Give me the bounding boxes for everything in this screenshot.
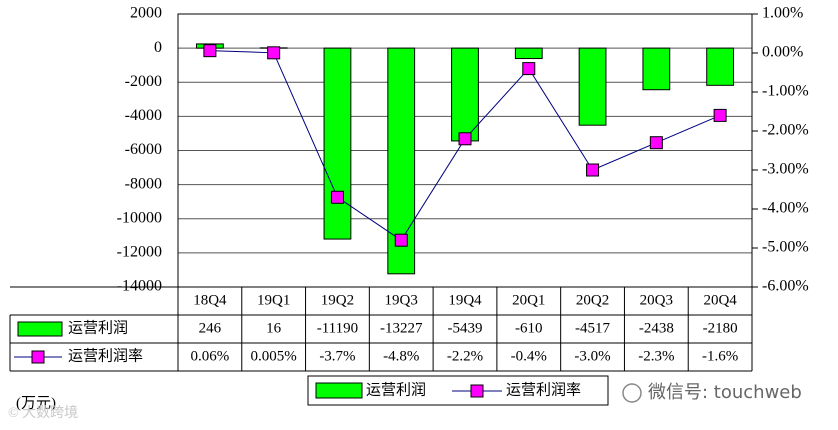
- category-label: 19Q3: [385, 292, 418, 308]
- y-tick-label: -4000: [125, 107, 162, 124]
- table-value: 0.005%: [251, 348, 297, 364]
- table-value: -4.8%: [383, 348, 419, 364]
- watermark: 微信号: touchweb: [648, 382, 802, 403]
- y2-tick-label: -6.00%: [762, 278, 809, 295]
- y-tick-label: -6000: [125, 141, 162, 158]
- table-value: -610: [515, 320, 543, 336]
- category-label: 20Q4: [703, 292, 737, 308]
- table-value: -1.6%: [702, 348, 738, 364]
- table-value: -3.7%: [319, 348, 355, 364]
- rate-marker: [458, 132, 472, 146]
- table-value: -2.2%: [447, 348, 483, 364]
- table-value: 0.06%: [191, 348, 230, 364]
- category-label: 20Q1: [512, 292, 545, 308]
- row-label: 运营利润率: [68, 347, 143, 364]
- y-tick-label: 2000: [130, 5, 162, 22]
- y-tick-label: -8000: [125, 175, 162, 192]
- category-label: 20Q3: [640, 292, 673, 308]
- table-value: -0.4%: [511, 348, 547, 364]
- category-label: 19Q2: [321, 292, 354, 308]
- category-label: 18Q4: [193, 292, 227, 308]
- bar: [451, 47, 479, 142]
- y2-tick-label: 0.00%: [762, 44, 803, 61]
- legend-marker: [470, 384, 484, 398]
- rate-marker: [203, 44, 217, 58]
- table-value: -2438: [639, 320, 674, 336]
- rate-marker: [713, 108, 727, 122]
- y2-tick-label: -3.00%: [762, 161, 809, 178]
- y-tick-label: 0: [154, 39, 162, 56]
- bar: [642, 47, 671, 91]
- legend-swatch: [17, 321, 63, 337]
- y-tick-label: -12000: [117, 244, 162, 261]
- y2-tick-label: -1.00%: [762, 83, 809, 100]
- y2-tick-label: -4.00%: [762, 200, 809, 217]
- rate-marker: [649, 136, 663, 150]
- table-value: -2.3%: [638, 348, 674, 364]
- rate-marker: [394, 233, 408, 247]
- y2-tick-label: -5.00%: [762, 239, 809, 256]
- legend-label: 运营利润率: [506, 381, 581, 398]
- table-value: -13227: [380, 320, 423, 336]
- table-value: -4517: [575, 320, 610, 336]
- table-value: 16: [266, 320, 282, 336]
- table-value: -5439: [448, 320, 483, 336]
- watermark-icon: [622, 383, 642, 403]
- category-label: 20Q2: [576, 292, 609, 308]
- y-tick-label: -14000: [117, 278, 162, 295]
- rate-marker: [522, 62, 536, 76]
- y-tick-label: -2000: [125, 73, 162, 90]
- bar: [514, 47, 543, 60]
- copyright: © 大数跨境: [8, 405, 78, 421]
- bar: [578, 47, 607, 126]
- y2-tick-label: 1.00%: [762, 5, 803, 22]
- y-tick-label: -10000: [117, 209, 162, 226]
- bar: [706, 47, 735, 86]
- table-value: -2180: [703, 320, 738, 336]
- category-label: 19Q1: [257, 292, 290, 308]
- row-label: 运营利润: [68, 319, 128, 336]
- table-value: -3.0%: [574, 348, 610, 364]
- category-label: 19Q4: [448, 292, 482, 308]
- unit-label: (万元): [16, 395, 56, 411]
- table-value: -11190: [317, 320, 358, 336]
- bar: [323, 47, 352, 240]
- legend-marker: [31, 350, 45, 364]
- y2-tick-label: -2.00%: [762, 122, 809, 139]
- legend-swatch: [315, 382, 363, 399]
- rate-marker: [267, 46, 281, 60]
- rate-marker: [330, 190, 344, 204]
- table-value: 246: [199, 320, 222, 336]
- rate-marker: [586, 163, 600, 177]
- legend-label: 运营利润: [366, 381, 426, 398]
